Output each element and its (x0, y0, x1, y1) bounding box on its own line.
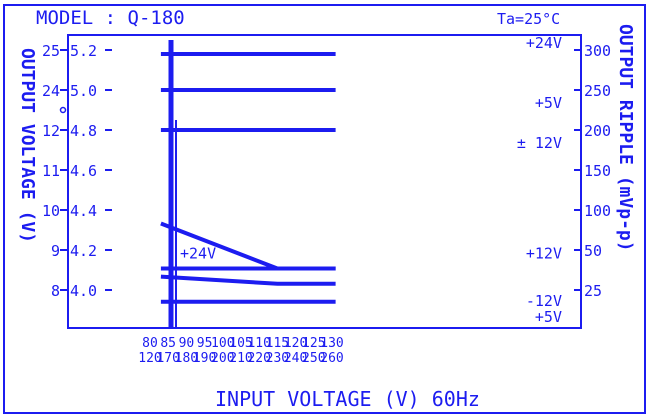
chart-title: MODEL : Q-180 (36, 7, 185, 29)
series-label: +24V (180, 245, 216, 263)
series-label: +5V (535, 94, 562, 112)
axis-break-mark (59, 106, 67, 114)
y-left-inner-tick-label: 4.2 (70, 242, 97, 260)
x-tick-label-low: 115 (266, 336, 289, 351)
y-left-inner-tick-label: 4.6 (70, 162, 97, 180)
x-tick-label-low: 125 (302, 336, 325, 351)
y-left-inner-tick-label: 5.0 (70, 82, 97, 100)
chart-frame (3, 4, 646, 414)
x-tick-label-low: 100 (211, 336, 234, 351)
y-left-outer-tick-label: 25 (42, 42, 60, 60)
y-axis-left-label: OUTPUT VOLTAGE (V) (17, 48, 38, 243)
y-left-inner-tick-label: 4.8 (70, 122, 97, 140)
y-left-outer-tick-label: 12 (42, 122, 60, 140)
x-axis-label: INPUT VOLTAGE (V) 60Hz (215, 387, 480, 411)
y-left-inner-tick-label: 4.0 (70, 282, 97, 300)
x-tick-label-high: 170 (156, 351, 179, 366)
y-right-tick-label: 300 (584, 42, 611, 60)
series-label: ± 12V (517, 134, 562, 152)
x-tick-label-high: 190 (193, 351, 216, 366)
y-right-tick-label: 150 (584, 162, 611, 180)
series-label: -12V (526, 292, 562, 310)
x-tick-label-low: 130 (320, 336, 343, 351)
x-tick-label-low: 85 (160, 336, 176, 351)
x-tick-label-low: 80 (142, 336, 158, 351)
series-label-layer: +24V+5V± 12V+12V+24V-12V+5V (180, 34, 562, 326)
x-tick-label-low: 105 (229, 336, 252, 351)
x-tick-label-high: 250 (302, 351, 325, 366)
series-line (160, 274, 336, 286)
x-tick-label-high: 220 (247, 351, 270, 366)
y-left-outer-tick-label: 9 (51, 242, 60, 260)
x-tick-label-high: 230 (266, 351, 289, 366)
y-left-inner-tick-label: 5.2 (70, 42, 97, 60)
y-right-tick-label: 50 (584, 242, 602, 260)
x-tick-label-high: 210 (229, 351, 252, 366)
x-tick-label-low: 90 (179, 336, 195, 351)
y-left-outer-tick-label: 11 (42, 162, 60, 180)
x-tick-label-low: 120 (284, 336, 307, 351)
y-left-outer-tick-label: 10 (42, 202, 60, 220)
y-left-inner-tick-label: 4.4 (70, 202, 97, 220)
plot-area (67, 34, 582, 329)
y-right-tick-label: 100 (584, 202, 611, 220)
y-left-outer-tick-label: 8 (51, 282, 60, 300)
x-tick-label-high: 260 (320, 351, 343, 366)
chart-condition: Ta=25°C (497, 10, 560, 28)
y-left-outer-tick-label: 24 (42, 82, 60, 100)
left-axis-ticks: 25 5.2 24 5.0 12 4.8 11 4.6 10 4.4 9 4.2 8 4.0 (42, 42, 112, 300)
series-label: +5V (535, 308, 562, 326)
y-right-tick-label: 25 (584, 282, 602, 300)
series-label: +12V (526, 245, 562, 263)
y-right-tick-label: 200 (584, 122, 611, 140)
x-tick-label-high: 180 (175, 351, 198, 366)
series-layer (160, 40, 336, 328)
series-label: +24V (526, 34, 562, 52)
y-right-tick-label: 250 (584, 82, 611, 100)
x-tick-label-low: 95 (197, 336, 213, 351)
x-axis-ticks: 80 85 90 9510010511011512012513012017018019… (138, 336, 343, 366)
y-axis-right-label: OUTPUT RIPPLE (mVp-p) (615, 24, 636, 252)
right-axis-ticks: 300 250 200 150 100 50 25 (574, 42, 611, 300)
x-tick-label-low: 110 (247, 336, 270, 351)
x-tick-label-high: 200 (211, 351, 234, 366)
x-tick-label-high: 240 (284, 351, 307, 366)
x-tick-label-high: 120 (138, 351, 161, 366)
